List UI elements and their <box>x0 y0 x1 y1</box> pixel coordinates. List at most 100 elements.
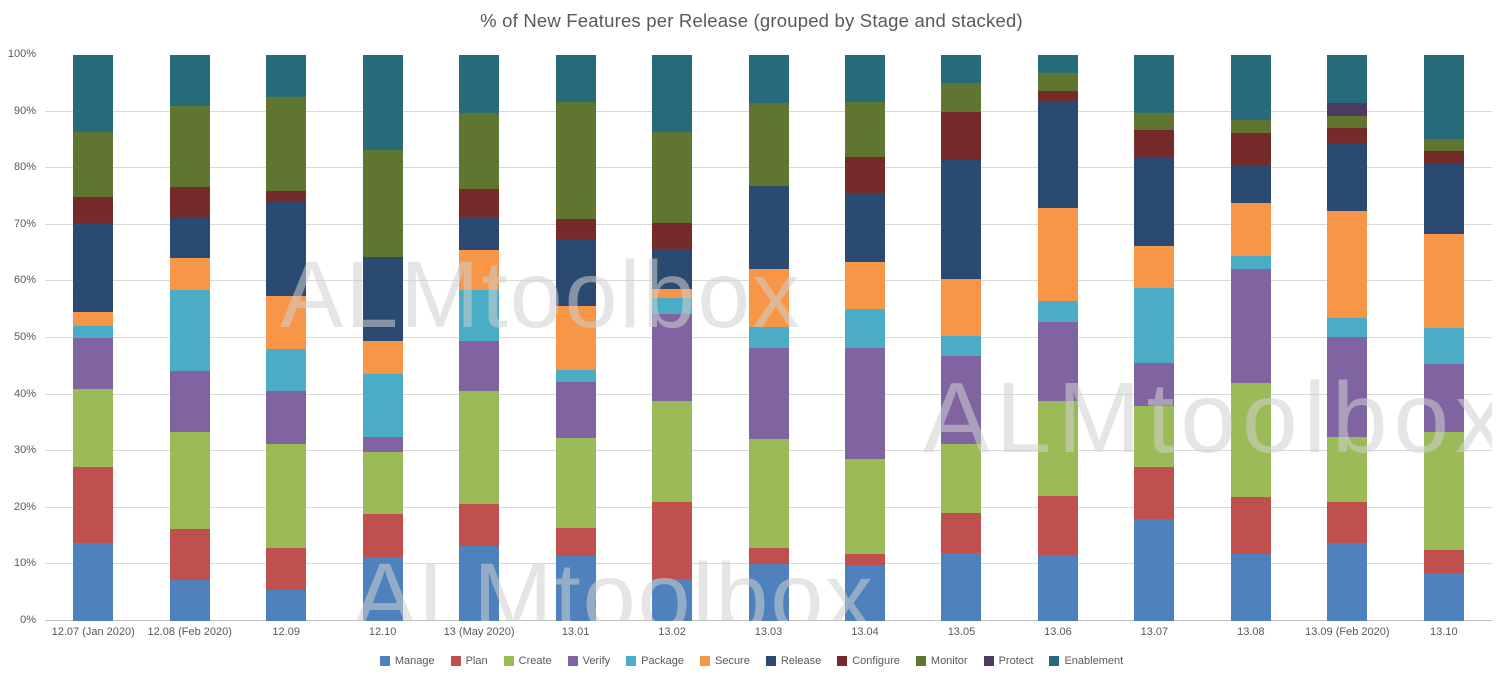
bar-segment-monitor <box>1230 119 1271 133</box>
bar-segment-create <box>1134 405 1175 468</box>
bar-segment-monitor <box>1327 115 1368 129</box>
y-tick-label: 10% <box>13 557 36 570</box>
bar-segment-secure <box>652 289 693 299</box>
bar-segment-release <box>169 218 210 259</box>
bar-segment-secure <box>941 278 982 337</box>
bar-segment-package <box>652 298 693 314</box>
bar-segment-verify <box>266 390 307 444</box>
bar-segment-enablement <box>266 55 307 97</box>
x-tick-label: 13.06 <box>1044 626 1072 638</box>
bar-segment-secure <box>555 306 596 371</box>
bar-segment-secure <box>73 312 114 326</box>
y-axis: 0% 10% 20% 30% 40% 50% 60% 70% 80% 90% 100% <box>0 48 40 626</box>
legend-label: Verify <box>582 655 611 667</box>
bar-segment-create <box>1423 431 1464 550</box>
bar-segment-package <box>941 336 982 356</box>
stacked-bar-13.10 <box>1423 55 1464 621</box>
bar-segment-secure <box>169 258 210 290</box>
bar-segment-secure <box>1134 245 1175 289</box>
x-tick-label: 13.07 <box>1140 626 1169 638</box>
bar-segment-package <box>459 290 500 342</box>
bar-segment-release <box>748 185 789 269</box>
stacked-bar-13.08 <box>1230 55 1271 621</box>
bar-segment-configure <box>555 218 596 239</box>
x-tick-label: 13.01 <box>561 626 590 638</box>
bar-segment-create <box>1037 401 1078 497</box>
y-tick-label: 80% <box>13 161 36 174</box>
bar-slot <box>334 55 430 621</box>
bar-segment-release <box>1134 158 1175 246</box>
bar-segment-configure <box>1134 129 1175 159</box>
bar-segment-enablement <box>169 55 210 106</box>
bar-segment-manage <box>1423 573 1464 621</box>
bar-segment-manage <box>73 543 114 621</box>
bar-segment-release <box>941 159 982 279</box>
bar-segment-enablement <box>652 55 693 133</box>
legend-label: Package <box>641 655 684 667</box>
x-tick-label: 13.02 <box>658 626 686 638</box>
bar-segment-configure <box>1327 128 1368 144</box>
bar-segment-create <box>844 459 885 555</box>
bar-segment-configure <box>652 223 693 249</box>
x-tick-label: 12.07 (Jan 2020) <box>51 626 135 638</box>
bar-segment-release <box>266 201 307 297</box>
bar-segment-secure <box>1230 202 1271 256</box>
bar-segment-verify <box>1134 362 1175 406</box>
bar-segment-configure <box>459 189 500 217</box>
bar-segment-monitor <box>169 106 210 187</box>
bar-segment-manage <box>1327 542 1368 621</box>
x-tick-label: 13.04 <box>851 626 879 638</box>
legend-item-create: Create <box>503 655 552 667</box>
bar-segment-secure <box>362 341 403 374</box>
bar-segment-manage <box>941 553 982 621</box>
bar-segment-release <box>652 248 693 290</box>
bar-segment-enablement <box>73 55 114 133</box>
bar-segment-monitor <box>266 96 307 191</box>
bar-segment-secure <box>459 250 500 291</box>
bar-segment-release <box>1037 101 1078 208</box>
bar-segment-create <box>169 431 210 530</box>
bar-segment-create <box>1230 383 1271 497</box>
bar-segment-configure <box>1230 132 1271 165</box>
chart-title: % of New Features per Release (grouped b… <box>480 10 1023 31</box>
bar-segment-create <box>555 437 596 529</box>
bar-slot <box>1203 55 1299 621</box>
bar-segment-verify <box>362 437 403 452</box>
bar-segment-manage <box>844 564 885 621</box>
bar-slot <box>624 55 720 621</box>
stacked-bar-13.06 <box>1037 55 1078 621</box>
bar-segment-plan <box>73 467 114 544</box>
bar-segment-package <box>555 370 596 382</box>
bar-segment-monitor <box>1134 112 1175 130</box>
bar-segment-manage <box>169 579 210 621</box>
bar-segment-enablement <box>459 55 500 113</box>
legend-item-configure: Configure <box>837 655 900 667</box>
legend-marker-icon <box>567 656 578 666</box>
bar-segment-release <box>459 216 500 251</box>
legend-label: Manage <box>394 655 435 667</box>
bar-segment-manage <box>748 564 789 621</box>
bar-segment-monitor <box>1423 138 1464 152</box>
bar-segment-manage <box>652 578 693 621</box>
stacked-bar-13-May-2020- <box>459 55 500 621</box>
legend-item-release: Release <box>765 655 821 667</box>
bar-segment-release <box>1230 164 1271 203</box>
bar-segment-create <box>748 438 789 548</box>
legend-item-secure: Secure <box>699 655 750 667</box>
bar-segment-create <box>73 388 114 468</box>
bar-segment-enablement <box>1134 55 1175 113</box>
x-tick-label: 12.10 <box>368 626 397 638</box>
bar-segment-release <box>555 239 596 307</box>
bar-segment-monitor <box>555 102 596 219</box>
x-tick-label: 13.10 <box>1430 626 1458 638</box>
bar-segment-configure <box>169 186 210 219</box>
bar-segment-protect <box>1327 102 1368 116</box>
y-tick-label: 0% <box>20 614 36 626</box>
bar-segment-package <box>266 348 307 391</box>
legend-marker-icon <box>1049 656 1060 666</box>
bar-segment-secure <box>844 261 885 310</box>
y-tick-label: 90% <box>13 104 36 117</box>
bar-segment-create <box>941 444 982 514</box>
bar-segment-verify <box>1327 336 1368 437</box>
bar-segment-plan <box>1230 496 1271 555</box>
